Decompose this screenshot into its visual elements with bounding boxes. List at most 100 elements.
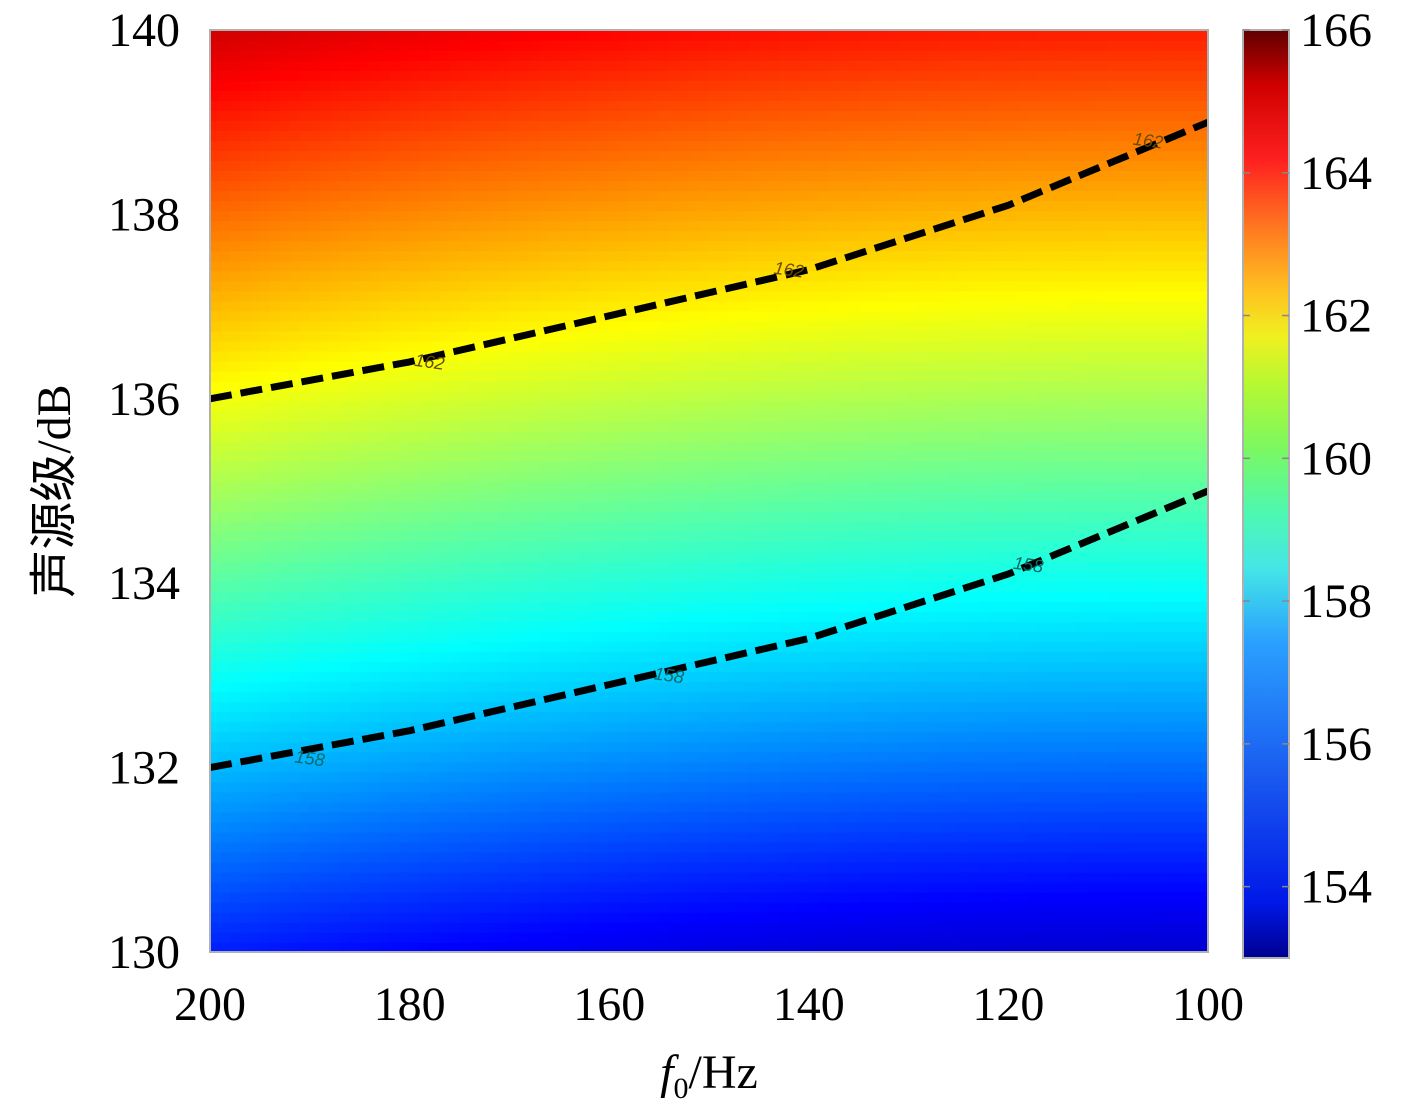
heatmap-cell <box>249 230 261 242</box>
heatmap-cell <box>589 511 601 522</box>
heatmap-cell <box>699 390 710 402</box>
heatmap-cell <box>519 470 531 482</box>
heatmap-cell <box>449 831 461 843</box>
heatmap-cell <box>419 420 431 432</box>
heatmap-cell <box>579 851 591 863</box>
heatmap-cell <box>239 90 251 101</box>
heatmap-cell <box>489 150 501 162</box>
heatmap-cell <box>679 300 690 312</box>
heatmap-cell <box>519 821 531 833</box>
heatmap-cell <box>399 521 411 532</box>
heatmap-cell <box>639 390 650 402</box>
heatmap-cell <box>489 360 501 372</box>
heatmap-cell <box>319 831 331 843</box>
heatmap-cell <box>239 901 251 913</box>
heatmap-cell <box>309 150 321 162</box>
heatmap-cell <box>279 941 291 952</box>
heatmap-cell <box>289 721 301 733</box>
heatmap-cell <box>399 581 411 593</box>
heatmap-cell <box>718 501 730 512</box>
heatmap-cell <box>489 911 501 923</box>
heatmap-cell <box>659 541 670 552</box>
heatmap-cell <box>599 400 610 412</box>
heatmap-cell <box>399 811 411 823</box>
heatmap-cell <box>718 621 730 633</box>
heatmap-cell <box>589 551 601 562</box>
heatmap-cell <box>229 611 241 623</box>
heatmap-cell <box>718 521 730 532</box>
heatmap-cell <box>679 941 690 952</box>
heatmap-cell <box>299 761 311 773</box>
heatmap-cell <box>449 811 461 823</box>
heatmap-cell <box>349 601 361 613</box>
heatmap-cell <box>709 440 720 452</box>
heatmap-cell <box>259 230 271 242</box>
heatmap-cell <box>359 541 371 552</box>
heatmap-cell <box>379 831 391 843</box>
heatmap-cell <box>269 911 281 923</box>
heatmap-cell <box>748 791 760 803</box>
heatmap-cell <box>429 360 441 372</box>
heatmap-cell <box>459 631 471 643</box>
heatmap-cell <box>419 521 431 532</box>
heatmap-cell <box>409 370 421 382</box>
heatmap-cell <box>629 440 640 452</box>
heatmap-cell <box>499 400 511 412</box>
heatmap-cell <box>229 741 241 753</box>
heatmap-cell <box>299 50 311 61</box>
heatmap-cell <box>609 240 620 252</box>
heatmap-cell <box>549 160 561 172</box>
heatmap-cell <box>409 130 421 142</box>
heatmap-cell <box>669 851 680 863</box>
heatmap-cell <box>219 60 231 71</box>
heatmap-cell <box>649 470 660 482</box>
heatmap-cell <box>339 70 351 81</box>
heatmap-cell <box>639 841 650 853</box>
heatmap-cell <box>699 801 710 813</box>
heatmap-cell <box>709 140 720 152</box>
heatmap-cell <box>399 861 411 873</box>
heatmap-cell <box>429 340 441 352</box>
heatmap-cell <box>449 541 461 552</box>
heatmap-cell <box>489 30 501 41</box>
heatmap-cell <box>429 911 441 923</box>
heatmap-cell <box>738 130 750 142</box>
heatmap-cell <box>619 711 630 723</box>
heatmap-cell <box>479 380 491 392</box>
heatmap-cell <box>689 210 700 222</box>
heatmap-cell <box>639 310 650 322</box>
heatmap-cell <box>639 230 650 242</box>
heatmap-cell <box>239 50 251 61</box>
heatmap-cell <box>738 551 750 562</box>
heatmap-cell <box>210 571 221 582</box>
heatmap-cell <box>379 511 391 522</box>
heatmap-cell <box>569 240 581 252</box>
heatmap-cell <box>479 801 491 813</box>
heatmap-cell <box>459 941 471 952</box>
heatmap-cell <box>669 320 680 332</box>
heatmap-cell <box>249 891 261 903</box>
heatmap-cell <box>309 350 321 362</box>
heatmap-cell <box>369 240 381 252</box>
heatmap-cell <box>599 721 610 733</box>
heatmap-cell <box>409 170 421 182</box>
heatmap-cell <box>309 440 321 452</box>
heatmap-cell <box>499 661 511 673</box>
heatmap-cell <box>679 681 690 693</box>
heatmap-cell <box>619 681 630 693</box>
heatmap-cell <box>579 180 591 192</box>
heatmap-cell <box>349 711 361 723</box>
heatmap-cell <box>369 541 381 552</box>
heatmap-cell <box>569 881 581 893</box>
heatmap-cell <box>669 631 680 643</box>
heatmap-cell <box>449 731 461 743</box>
heatmap-cell <box>379 380 391 392</box>
heatmap-cell <box>519 270 531 282</box>
heatmap-cell <box>679 160 690 172</box>
heatmap-cell <box>389 861 401 873</box>
heatmap-cell <box>489 661 501 673</box>
heatmap-cell <box>479 851 491 863</box>
heatmap-cell <box>559 270 571 282</box>
heatmap-cell <box>479 50 491 61</box>
heatmap-cell <box>569 390 581 402</box>
